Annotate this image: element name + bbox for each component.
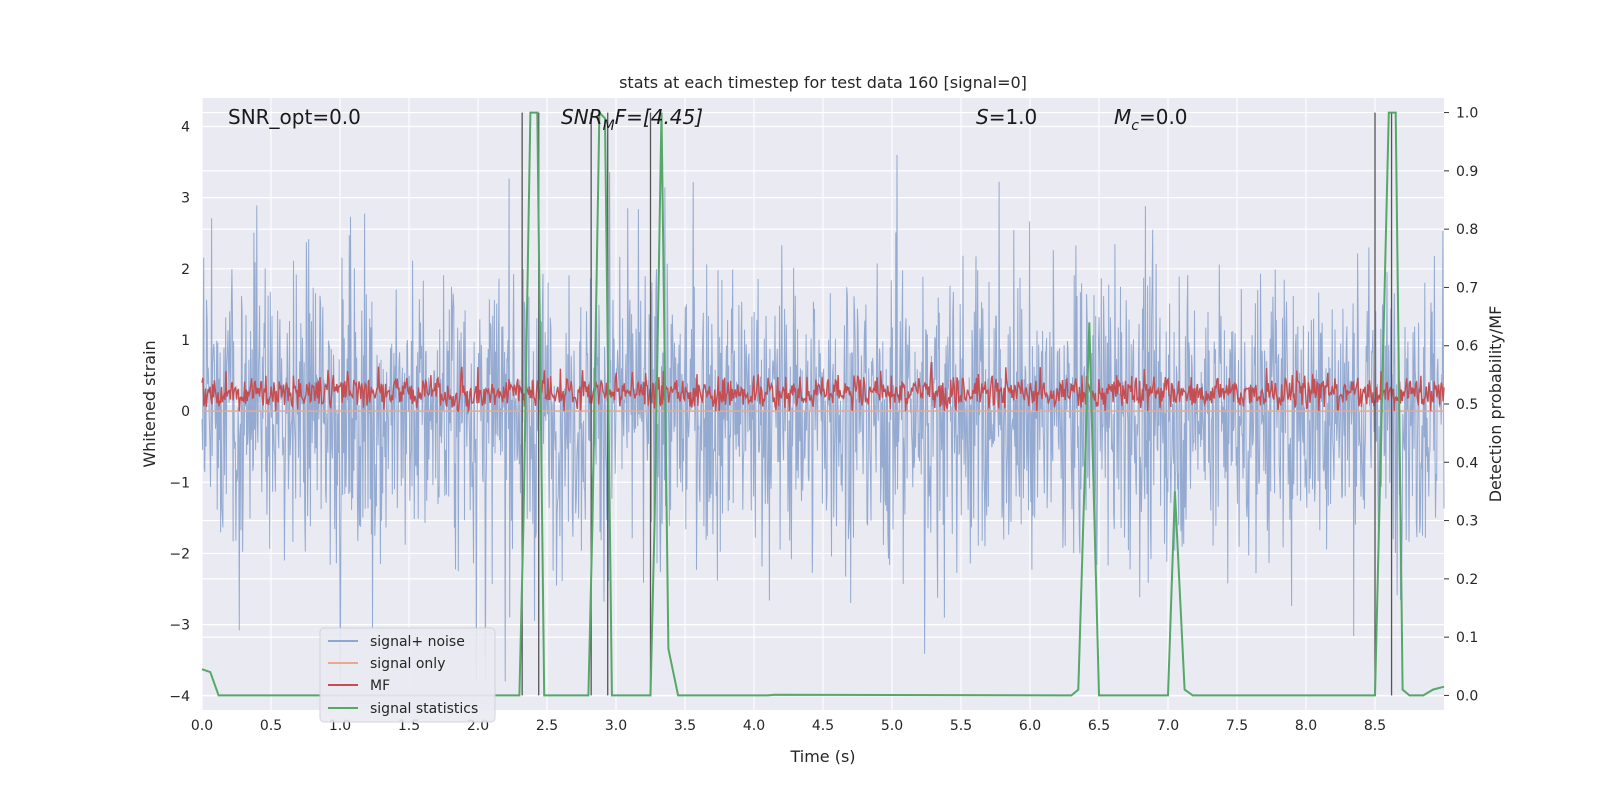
mf-line	[201, 362, 1445, 414]
x-tick-label: 7.5	[1226, 718, 1248, 734]
y-tick-label: −2	[169, 546, 190, 562]
y-tick-label-right: 0.1	[1456, 630, 1478, 646]
x-tick-label: 6.5	[1088, 718, 1110, 734]
x-tick-label: 0.0	[191, 718, 213, 734]
annotation-mc-rest: =0.0	[1139, 105, 1188, 129]
y-axis-label-right: Detection probability/MF	[1486, 306, 1505, 503]
y-tick-label-right: 0.3	[1456, 514, 1478, 530]
y-tick-label-right: 0.0	[1456, 688, 1478, 704]
y-tick-label-right: 0.7	[1456, 280, 1478, 296]
legend: signal+ noise signal only MF signal stat…	[319, 627, 496, 723]
y-ticks-right: 1.0 0.9 0.8 0.7 0.6 0.5 0.4 0.3 0.2 0.1 0.0	[1444, 106, 1478, 704]
x-tick-label: 8.0	[1295, 718, 1317, 734]
annotation-s-var: S	[976, 105, 989, 129]
annotation-snr-opt: SNR_opt=0.0	[228, 105, 361, 129]
y-tick-label: 1	[181, 333, 190, 349]
y-tick-label-right: 1.0	[1456, 106, 1478, 122]
legend-box	[319, 627, 496, 723]
series-signal-statistics	[201, 110, 1445, 697]
x-tick-label: 5.5	[950, 718, 972, 734]
chart-title: stats at each timestep for test data 160…	[619, 73, 1027, 92]
y-tick-label: −3	[169, 618, 190, 634]
x-axis-label: Time (s)	[789, 747, 855, 766]
legend-label-signal-only: signal only	[370, 656, 445, 672]
y-tick-label-right: 0.4	[1456, 455, 1478, 471]
x-tick-label: 6.0	[1019, 718, 1041, 734]
x-tick-label: 2.5	[536, 718, 558, 734]
x-tick-label: 4.0	[743, 718, 765, 734]
x-tick-label: 3.0	[605, 718, 627, 734]
y-tick-label: 4	[181, 119, 190, 135]
y-tick-label-right: 0.8	[1456, 222, 1478, 238]
x-tick-label: 4.5	[812, 718, 834, 734]
annotation-snr-mf-rest: F=[4.45]	[615, 105, 703, 129]
signal-statistics-line	[201, 110, 1445, 697]
y-ticks: 4 3 2 1 0 −1 −2 −3 −4	[169, 119, 190, 704]
annotation-mc-var: M	[1114, 105, 1131, 129]
annotation-mc-sub: c	[1131, 118, 1139, 134]
y-tick-label: −4	[169, 689, 190, 705]
x-tick-label: 3.5	[674, 718, 696, 734]
y-tick-label-right: 0.9	[1456, 164, 1478, 180]
series-mf	[201, 362, 1445, 414]
annotation-snr-mf: SNRMF=[4.45]	[561, 105, 703, 134]
x-tick-label: 8.5	[1364, 718, 1386, 734]
annotation-s-rest: =1.0	[989, 105, 1038, 129]
x-tick-label: 0.5	[260, 718, 282, 734]
legend-label-signal-statistics: signal statistics	[370, 701, 478, 717]
y-tick-label-right: 0.6	[1456, 339, 1478, 355]
annotation-snr-mf-main: SNR	[561, 105, 603, 129]
annotation-snr-mf-sub: M	[603, 118, 615, 134]
legend-label-signal-noise: signal+ noise	[370, 634, 465, 650]
y-tick-label: −1	[169, 475, 190, 491]
annotation-s: S=1.0	[976, 105, 1037, 129]
y-axis-label: Whitened strain	[140, 340, 159, 467]
x-tick-label: 5.0	[881, 718, 903, 734]
x-tick-label: 7.0	[1157, 718, 1179, 734]
y-tick-label: 0	[181, 404, 190, 420]
y-tick-label: 3	[181, 191, 190, 207]
y-tick-label: 2	[181, 262, 190, 278]
y-tick-label-right: 0.2	[1456, 572, 1478, 588]
legend-label-mf: MF	[370, 678, 390, 694]
y-tick-label-right: 0.5	[1456, 397, 1478, 413]
annotation-mc: Mc=0.0	[1114, 105, 1188, 134]
